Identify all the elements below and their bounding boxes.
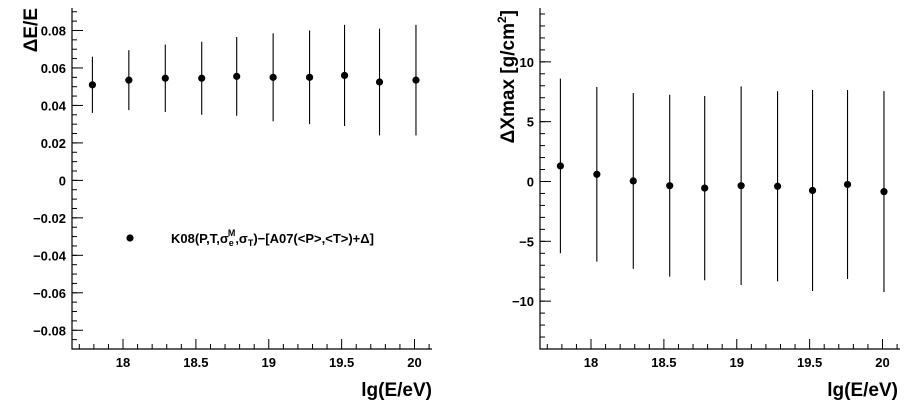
data-point (305, 73, 314, 81)
y-tick-label: 0.02 (41, 136, 66, 151)
legend-marker (126, 234, 134, 242)
data-point (375, 78, 384, 86)
data-point (843, 180, 852, 189)
right-data-points (556, 78, 888, 293)
right-plot-frame (539, 8, 900, 350)
x-tick-label: 19.5 (797, 355, 822, 370)
y-tick-label: 10 (520, 55, 534, 70)
x-tick-label: 18 (584, 355, 598, 370)
left-x-ticks: 18 18.5 19 19.5 20 (78, 339, 430, 370)
y-tick-label: 0.08 (41, 23, 66, 38)
left-y-ticks: 0.08 0.06 0.04 0.02 0 −0.02 −0.04 −0.06 −0.08 (33, 11, 83, 350)
right-y-axis-label: ΔXmax [g/cm2] (495, 10, 519, 143)
right-chart-panel: 18 18.5 19 19.5 20 10 5 0 −5 −10 lg(E/eV) ΔXmax … (495, 8, 900, 401)
y-tick-label: −0.06 (33, 286, 66, 301)
y-tick-label: 5 (527, 115, 534, 130)
right-y-ticks: 10 5 0 −5 −10 (512, 13, 551, 350)
data-point (161, 74, 169, 82)
y-tick-label: −5 (519, 234, 534, 249)
data-point (593, 170, 601, 178)
left-chart-panel: 18 18.5 19 19.5 20 0.08 0.06 0.04 0.02 0 −0.02 −0.… (21, 8, 432, 401)
data-point (666, 182, 674, 190)
x-tick-label: 19 (262, 355, 276, 370)
data-point (88, 81, 97, 89)
y-tick-label: 0.06 (41, 61, 66, 76)
y-tick-label: −10 (512, 294, 534, 309)
data-point (125, 76, 133, 84)
y-tick-label: 0 (59, 173, 66, 188)
y-tick-label: −0.02 (33, 211, 66, 226)
data-point (233, 72, 241, 80)
data-point (340, 71, 349, 80)
left-data-points (88, 24, 420, 136)
y-tick-label: −0.08 (33, 323, 66, 338)
x-tick-label: 20 (875, 355, 889, 370)
y-tick-label: 0 (527, 174, 534, 189)
data-point (808, 186, 817, 195)
data-point (269, 73, 277, 81)
left-y-axis-label: ΔE/E (21, 8, 42, 52)
left-plot-frame (71, 8, 432, 350)
x-tick-label: 18 (116, 355, 130, 370)
data-point (629, 177, 637, 185)
right-x-ticks: 18 18.5 19 19.5 20 (546, 339, 898, 370)
x-tick-label: 19 (730, 355, 744, 370)
x-tick-label: 19.5 (329, 355, 354, 370)
data-point (556, 162, 565, 170)
data-point (737, 182, 745, 190)
left-x-axis-label: lg(E/eV) (361, 380, 432, 401)
data-point (773, 182, 782, 190)
data-point (412, 76, 420, 84)
y-tick-label: 0.04 (41, 98, 67, 113)
right-x-axis-label: lg(E/eV) (827, 380, 898, 401)
x-tick-label: 18.5 (183, 355, 208, 370)
data-point (198, 74, 206, 82)
legend: K08(P,T,σeM,σT)−[A07(<P>,<T>)+Δ] (126, 228, 374, 248)
x-tick-label: 18.5 (651, 355, 676, 370)
data-point (880, 188, 888, 196)
legend-label: K08(P,T,σeM,σT)−[A07(<P>,<T>)+Δ] (171, 228, 374, 248)
y-tick-label: −0.04 (33, 248, 67, 263)
x-tick-label: 20 (407, 355, 421, 370)
data-point (701, 184, 709, 192)
